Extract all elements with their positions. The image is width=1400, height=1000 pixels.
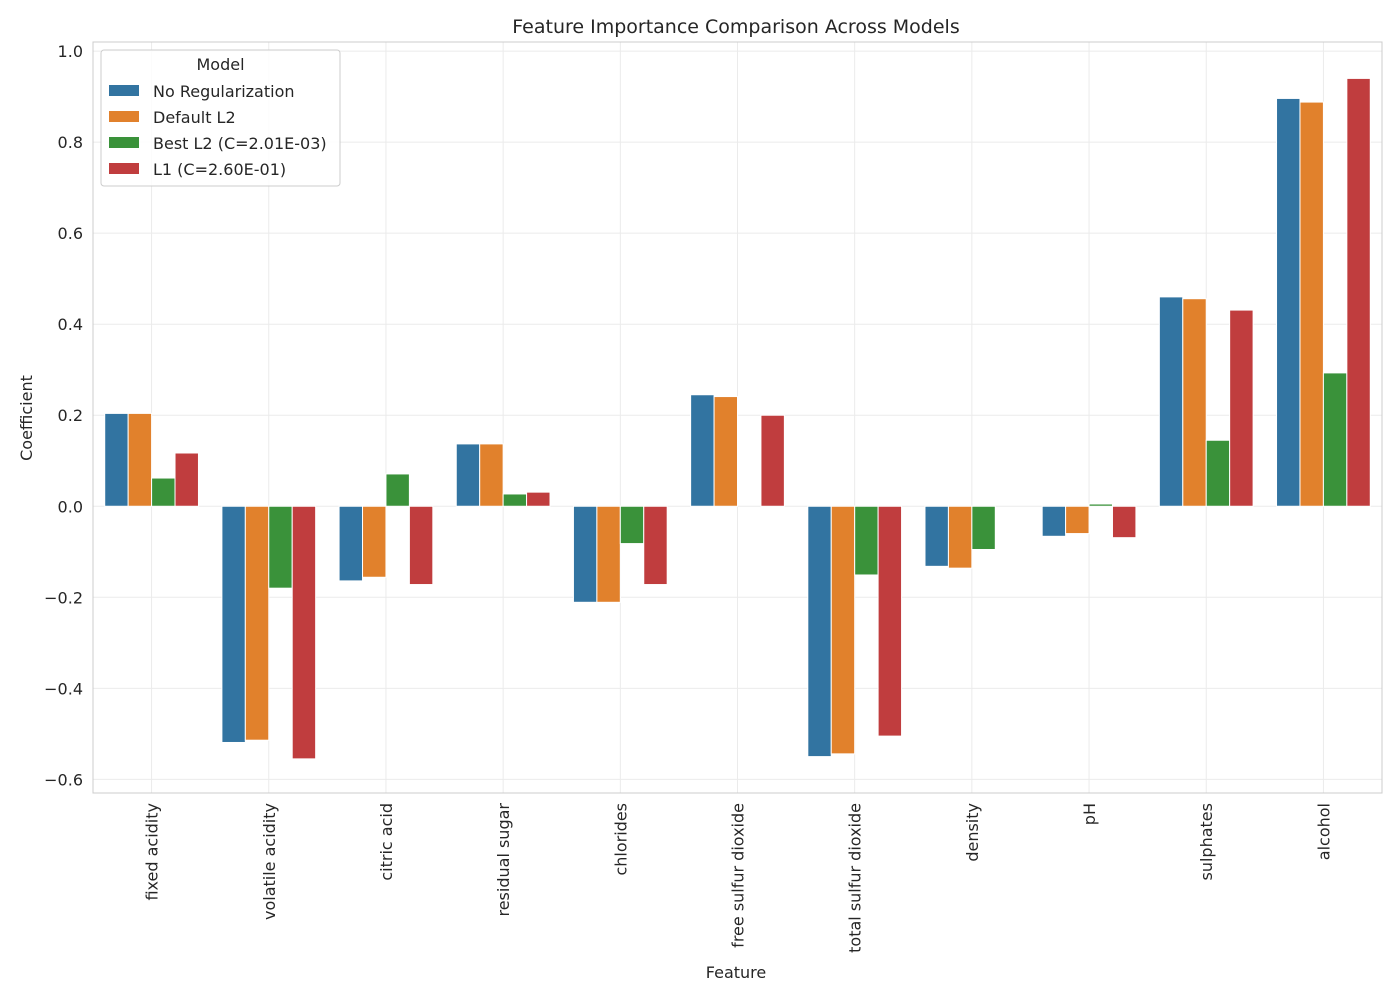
bar [1182, 298, 1207, 507]
y-tick-label: 0.2 [58, 406, 83, 425]
x-tick-label: citric acid [377, 803, 396, 881]
bar [455, 443, 481, 507]
bar [830, 505, 856, 755]
legend-box [100, 49, 341, 187]
legend-label: Best L2 (C=2.01E-03) [153, 134, 327, 153]
legend-swatch [109, 111, 139, 122]
bar [572, 505, 598, 603]
x-tick-label: total sulfur dioxide [846, 803, 865, 953]
bar [1111, 505, 1137, 539]
bars [104, 77, 1371, 760]
x-tick-label: pH [1080, 803, 1099, 825]
plot-frame [92, 41, 1383, 794]
bar [643, 505, 668, 586]
bar [244, 505, 270, 741]
bar [104, 412, 129, 507]
x-tick-label: chlorides [611, 803, 630, 876]
x-ticks: fixed acidity volatile acidity citric acid… [143, 803, 1334, 953]
y-ticks: −0.6 −0.4 −0.2 0.0 0.2 0.4 0.6 0.8 1.0 [44, 42, 83, 789]
bar [1041, 505, 1067, 537]
bar [408, 505, 434, 586]
bar [854, 505, 879, 576]
bar [877, 505, 903, 737]
bar [1322, 372, 1348, 507]
legend-label: No Regularization [153, 82, 295, 101]
y-tick-label: 0.6 [58, 224, 83, 243]
x-tick-label: alcohol [1314, 803, 1333, 860]
bar [1229, 309, 1254, 507]
bar [502, 493, 528, 507]
bar [1205, 439, 1231, 507]
x-tick-label: residual sugar [494, 803, 513, 917]
legend-label: Default L2 [153, 108, 236, 127]
bar [596, 505, 621, 603]
bar [127, 412, 153, 507]
bar [1065, 505, 1090, 535]
x-tick-label: density [963, 803, 982, 862]
bar [174, 452, 199, 507]
bar [971, 505, 996, 550]
legend-swatch [109, 85, 139, 96]
bar [268, 505, 293, 589]
bar [760, 414, 785, 507]
legend-label: L1 (C=2.60E-01) [153, 160, 286, 179]
bar [151, 477, 176, 507]
bar [1158, 296, 1184, 507]
bar [713, 396, 739, 507]
chart-title: Feature Importance Comparison Across Mod… [512, 16, 959, 38]
bar [526, 491, 551, 507]
y-tick-label: 1.0 [58, 42, 83, 61]
legend: Model No Regularization Default L2 Best L2 … [100, 49, 341, 187]
x-tick-label: sulphates [1197, 803, 1216, 880]
bar [619, 505, 645, 545]
x-axis-label: Feature [706, 963, 766, 982]
y-tick-label: −0.6 [44, 770, 83, 789]
bar [1088, 503, 1113, 507]
y-tick-label: −0.4 [44, 679, 83, 698]
legend-swatch [109, 137, 139, 148]
bar [924, 505, 949, 567]
bar [1299, 101, 1324, 507]
bar [221, 505, 246, 743]
bar [291, 505, 317, 760]
y-axis-label: Coefficient [17, 375, 36, 461]
bar [1346, 77, 1371, 507]
bar [807, 505, 832, 758]
x-tick-label: fixed acidity [143, 803, 162, 901]
bar [690, 394, 715, 507]
y-tick-label: −0.2 [44, 588, 83, 607]
legend-swatch [109, 163, 139, 174]
legend-title: Model [196, 55, 244, 74]
y-tick-label: 0.8 [58, 133, 83, 152]
bar [947, 505, 973, 569]
bar [362, 505, 387, 578]
y-tick-label: 0.0 [58, 497, 83, 516]
bar [385, 473, 410, 507]
bar [338, 505, 364, 582]
bar [479, 443, 504, 507]
y-tick-label: 0.4 [58, 315, 83, 334]
bar [1276, 97, 1301, 507]
x-tick-label: volatile acidity [260, 803, 279, 920]
x-tick-label: free sulfur dioxide [729, 803, 748, 948]
